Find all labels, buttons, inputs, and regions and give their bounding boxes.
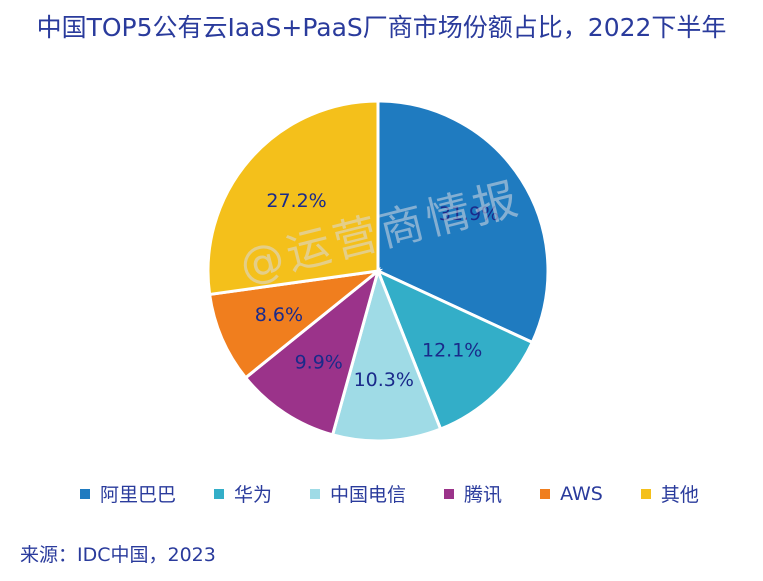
pie-slice-1	[375, 268, 535, 432]
source-note: 来源：IDC中国，2023	[20, 544, 216, 566]
data-label-2: 10.3%	[354, 369, 414, 391]
pie-slice-0	[376, 99, 550, 345]
pie-slice-5	[206, 99, 380, 297]
legend-swatch-3	[444, 488, 455, 499]
legend-label-3: 腾讯	[464, 484, 503, 506]
pie-slice-2	[330, 266, 443, 443]
legend-item-4: AWS	[540, 483, 603, 505]
data-label-3: 9.9%	[295, 351, 343, 373]
pie-slice-3	[243, 266, 381, 437]
legend-item-1: 华为	[214, 480, 272, 507]
legend: 阿里巴巴 华为 中国电信 腾讯 AWS 其他	[80, 480, 763, 507]
legend-swatch-2	[310, 488, 321, 499]
legend-swatch-1	[214, 488, 225, 499]
legend-item-5: 其他	[640, 480, 699, 507]
legend-item-0: 阿里巴巴	[80, 480, 176, 507]
legend-label-0: 阿里巴巴	[100, 484, 177, 506]
data-label-4: 8.6%	[255, 304, 303, 326]
legend-swatch-4	[540, 488, 551, 499]
data-label-1: 12.1%	[422, 339, 482, 361]
data-label-5: 27.2%	[266, 190, 326, 212]
legend-label-4: AWS	[560, 482, 603, 505]
legend-swatch-5	[640, 488, 651, 499]
pie-chart: 31.9% 12.1% 10.3% 9.9% 8.6% 27.2%	[206, 99, 550, 443]
legend-label-5: 其他	[660, 484, 699, 506]
legend-item-2: 中国电信	[310, 480, 406, 507]
legend-item-3: 腾讯	[444, 480, 502, 507]
legend-label-2: 中国电信	[330, 484, 407, 506]
legend-label-1: 华为	[234, 484, 273, 506]
data-label-0: 31.9%	[439, 203, 499, 225]
chart-title: 中国TOP5公有云IaaS+PaaS厂商市场份额占比，2022下半年	[36, 13, 727, 42]
legend-swatch-0	[80, 488, 90, 499]
pie-slice-4	[207, 268, 384, 380]
